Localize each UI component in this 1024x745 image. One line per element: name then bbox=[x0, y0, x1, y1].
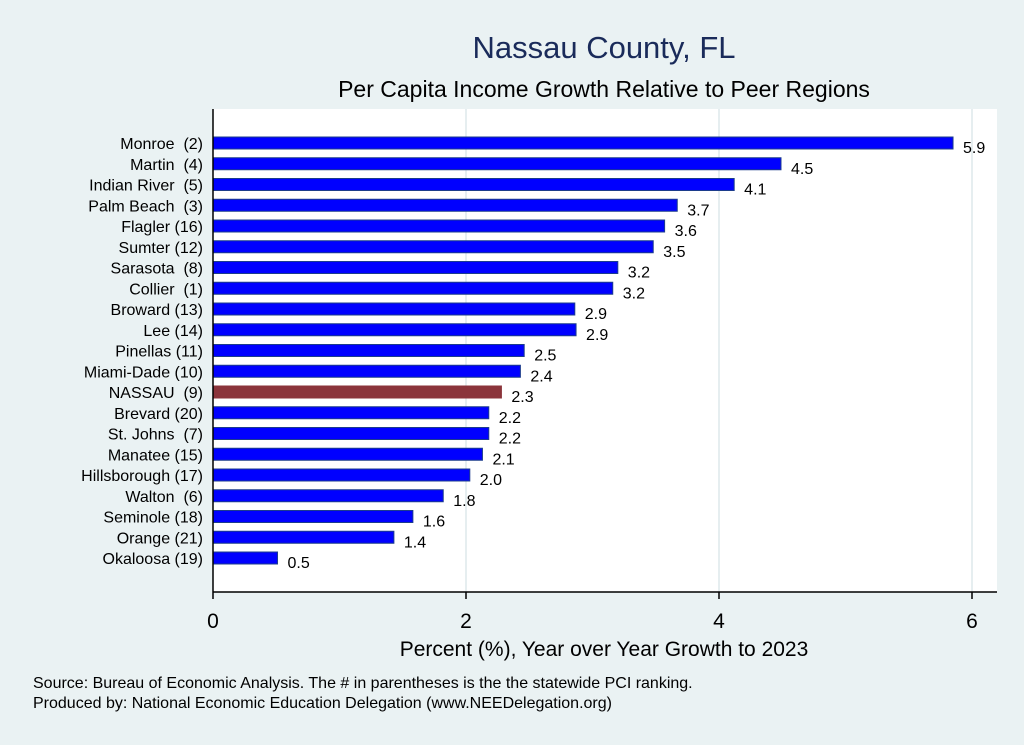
category-label: Indian River (5) bbox=[89, 178, 203, 195]
category-label: Broward (13) bbox=[111, 302, 203, 319]
category-label: Palm Beach (3) bbox=[88, 198, 203, 215]
value-label: 1.8 bbox=[453, 493, 475, 510]
bar bbox=[212, 261, 619, 274]
value-label: 1.4 bbox=[404, 534, 426, 551]
x-tick-label: 2 bbox=[460, 610, 472, 633]
value-label: 2.0 bbox=[480, 472, 502, 489]
value-label: 2.9 bbox=[585, 306, 607, 323]
category-label: St. Johns (7) bbox=[108, 427, 203, 444]
value-label: 3.2 bbox=[628, 265, 650, 282]
chart-title: Nassau County, FL bbox=[472, 30, 735, 65]
value-label: 2.9 bbox=[586, 327, 608, 344]
value-label: 2.5 bbox=[534, 348, 556, 365]
category-label: Monroe (2) bbox=[120, 136, 203, 153]
category-label: Brevard (20) bbox=[114, 406, 203, 423]
value-label: 2.3 bbox=[511, 389, 533, 406]
category-label: Flagler (16) bbox=[121, 219, 203, 236]
bar-highlight bbox=[212, 385, 502, 399]
bar bbox=[212, 530, 395, 544]
value-label: 5.9 bbox=[963, 140, 985, 157]
bar bbox=[212, 198, 678, 212]
bar bbox=[212, 344, 525, 357]
x-tick-label: 6 bbox=[966, 610, 978, 633]
bar bbox=[212, 302, 576, 316]
bar bbox=[212, 157, 782, 171]
x-tick-label: 4 bbox=[713, 610, 725, 633]
bar bbox=[212, 468, 471, 482]
value-label: 2.2 bbox=[499, 410, 521, 427]
value-label: 4.1 bbox=[744, 182, 766, 199]
bar bbox=[212, 136, 954, 150]
x-tick-label: 0 bbox=[207, 610, 219, 633]
category-label: Okaloosa (19) bbox=[103, 551, 204, 568]
category-label: NASSAU (9) bbox=[109, 385, 203, 402]
category-label: Lee (14) bbox=[143, 323, 203, 340]
bar bbox=[212, 447, 483, 461]
bar bbox=[212, 427, 490, 440]
chart-subtitle: Per Capita Income Growth Relative to Pee… bbox=[338, 76, 870, 102]
bar bbox=[212, 489, 444, 503]
value-label: 2.2 bbox=[499, 431, 521, 448]
category-label: Miami-Dade (10) bbox=[84, 364, 203, 381]
category-label: Manatee (15) bbox=[108, 447, 203, 464]
source-note: Source: Bureau of Economic Analysis. The… bbox=[33, 675, 693, 692]
value-label: 2.1 bbox=[492, 451, 514, 468]
category-label: Hillsborough (17) bbox=[81, 468, 203, 485]
bar bbox=[212, 510, 414, 523]
value-label: 3.2 bbox=[623, 285, 645, 302]
value-label: 2.4 bbox=[530, 368, 552, 385]
value-label: 3.7 bbox=[687, 202, 709, 219]
value-label: 4.5 bbox=[791, 161, 813, 178]
category-label: Seminole (18) bbox=[103, 510, 203, 527]
bar bbox=[212, 281, 614, 295]
category-label: Pinellas (11) bbox=[115, 344, 203, 361]
value-label: 3.6 bbox=[675, 223, 697, 240]
category-label: Sumter (12) bbox=[119, 240, 203, 257]
bar bbox=[212, 551, 279, 565]
bar bbox=[212, 219, 666, 233]
category-label: Orange (21) bbox=[117, 530, 203, 547]
producer-note: Produced by: National Economic Education… bbox=[33, 695, 612, 712]
bar bbox=[212, 240, 654, 254]
bar bbox=[212, 178, 735, 191]
category-label: Sarasota (8) bbox=[111, 261, 203, 278]
category-label: Walton (6) bbox=[125, 489, 203, 506]
category-label: Collier (1) bbox=[129, 281, 203, 298]
bar bbox=[212, 323, 577, 337]
value-label: 3.5 bbox=[663, 244, 685, 261]
category-label: Martin (4) bbox=[130, 157, 203, 174]
x-axis-label: Percent (%), Year over Year Growth to 20… bbox=[400, 638, 809, 661]
bar bbox=[212, 364, 521, 378]
value-label: 0.5 bbox=[288, 555, 310, 572]
value-label: 1.6 bbox=[423, 514, 445, 531]
bar bbox=[212, 406, 490, 420]
